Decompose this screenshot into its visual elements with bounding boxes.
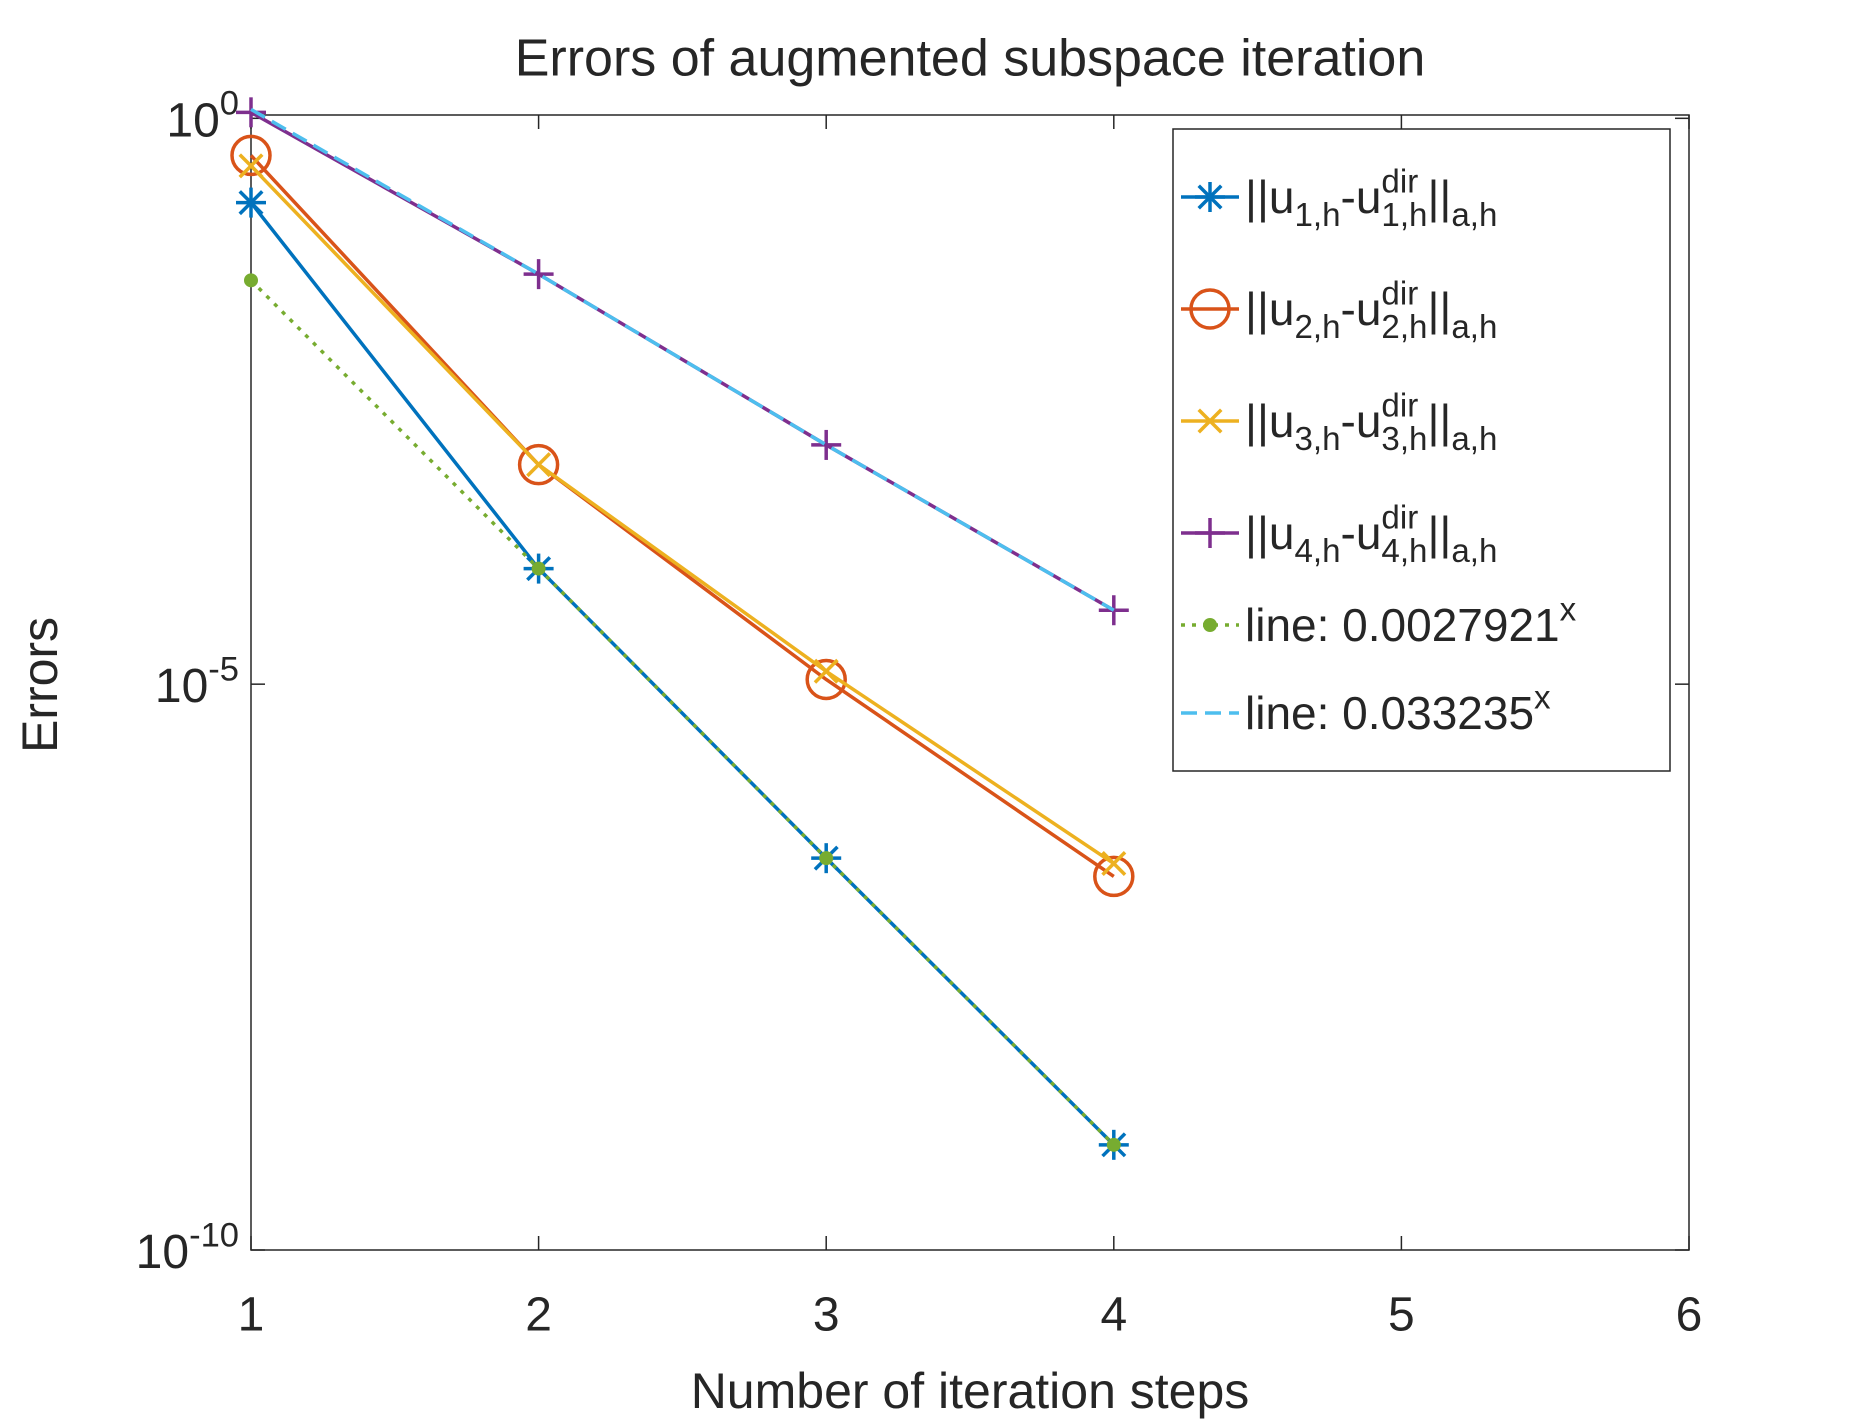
marker bbox=[244, 273, 258, 288]
axes-box bbox=[250, 114, 1690, 1251]
marker-dot bbox=[244, 273, 258, 288]
marker bbox=[531, 561, 546, 576]
marker bbox=[1101, 851, 1127, 877]
marker-stroke bbox=[1197, 408, 1223, 434]
y-tick-label: 100 bbox=[166, 85, 239, 148]
legend-label: line: 0.033235x bbox=[1245, 679, 1551, 739]
marker bbox=[813, 658, 839, 684]
x-tick-label: 4 bbox=[1100, 1289, 1127, 1342]
marker bbox=[238, 153, 264, 179]
legend-label: ||u2,h-udir 2,h||a,h bbox=[1245, 275, 1497, 346]
x-tick-label: 3 bbox=[813, 1289, 840, 1342]
marker-stroke bbox=[238, 153, 264, 179]
marker bbox=[1203, 618, 1217, 632]
marker bbox=[230, 134, 272, 177]
legend-label: ||u3,h-udir 3,h||a,h bbox=[1245, 387, 1497, 458]
marker bbox=[236, 97, 266, 128]
legend-label: ||u4,h-udir 4,h||a,h bbox=[1245, 499, 1497, 570]
marker-circle bbox=[517, 443, 560, 486]
y-axis-label: Errors bbox=[12, 617, 68, 753]
marker bbox=[523, 259, 554, 290]
marker bbox=[1197, 408, 1223, 434]
x-tick-label: 5 bbox=[1388, 1289, 1415, 1342]
marker-stroke bbox=[1197, 184, 1223, 210]
y-tick-label: 10-10 bbox=[136, 1216, 239, 1279]
x-axis-label: Number of iteration steps bbox=[691, 1363, 1250, 1419]
marker bbox=[1189, 288, 1231, 330]
y-tick-label: 10-5 bbox=[155, 651, 239, 714]
marker-stroke bbox=[238, 190, 264, 216]
marker bbox=[811, 429, 842, 460]
legend-box bbox=[1172, 128, 1671, 772]
marker-dot bbox=[1106, 1137, 1121, 1152]
marker bbox=[1093, 855, 1135, 898]
marker-dot bbox=[531, 561, 546, 576]
marker-circle bbox=[1093, 855, 1135, 898]
marker-stroke bbox=[526, 452, 552, 478]
marker bbox=[1106, 1137, 1121, 1152]
marker bbox=[517, 443, 560, 486]
x-tick-label: 1 bbox=[238, 1289, 265, 1342]
chart-title: Errors of augmented subspace iteration bbox=[515, 30, 1426, 88]
series-line bbox=[249, 154, 1115, 878]
marker-dot bbox=[819, 851, 834, 866]
series-line bbox=[249, 201, 1116, 1147]
marker-circle bbox=[1189, 288, 1231, 330]
x-tick-label: 6 bbox=[1676, 1289, 1703, 1342]
series-line bbox=[250, 107, 1115, 612]
marker bbox=[526, 452, 552, 478]
legend-label: ||u1,h-udir 1,h||a,h bbox=[1245, 163, 1497, 234]
marker bbox=[819, 851, 834, 866]
legend-label: line: 0.0027921x bbox=[1245, 591, 1577, 651]
marker-circle bbox=[230, 134, 272, 177]
marker bbox=[236, 187, 266, 218]
x-tick-label: 2 bbox=[525, 1289, 552, 1342]
marker-dot bbox=[1203, 618, 1217, 632]
marker-stroke bbox=[1101, 851, 1127, 877]
marker bbox=[805, 658, 847, 701]
marker bbox=[1195, 182, 1225, 212]
series-line bbox=[249, 164, 1115, 865]
marker bbox=[1195, 518, 1225, 548]
marker-stroke bbox=[813, 658, 839, 684]
marker-circle bbox=[805, 658, 847, 701]
